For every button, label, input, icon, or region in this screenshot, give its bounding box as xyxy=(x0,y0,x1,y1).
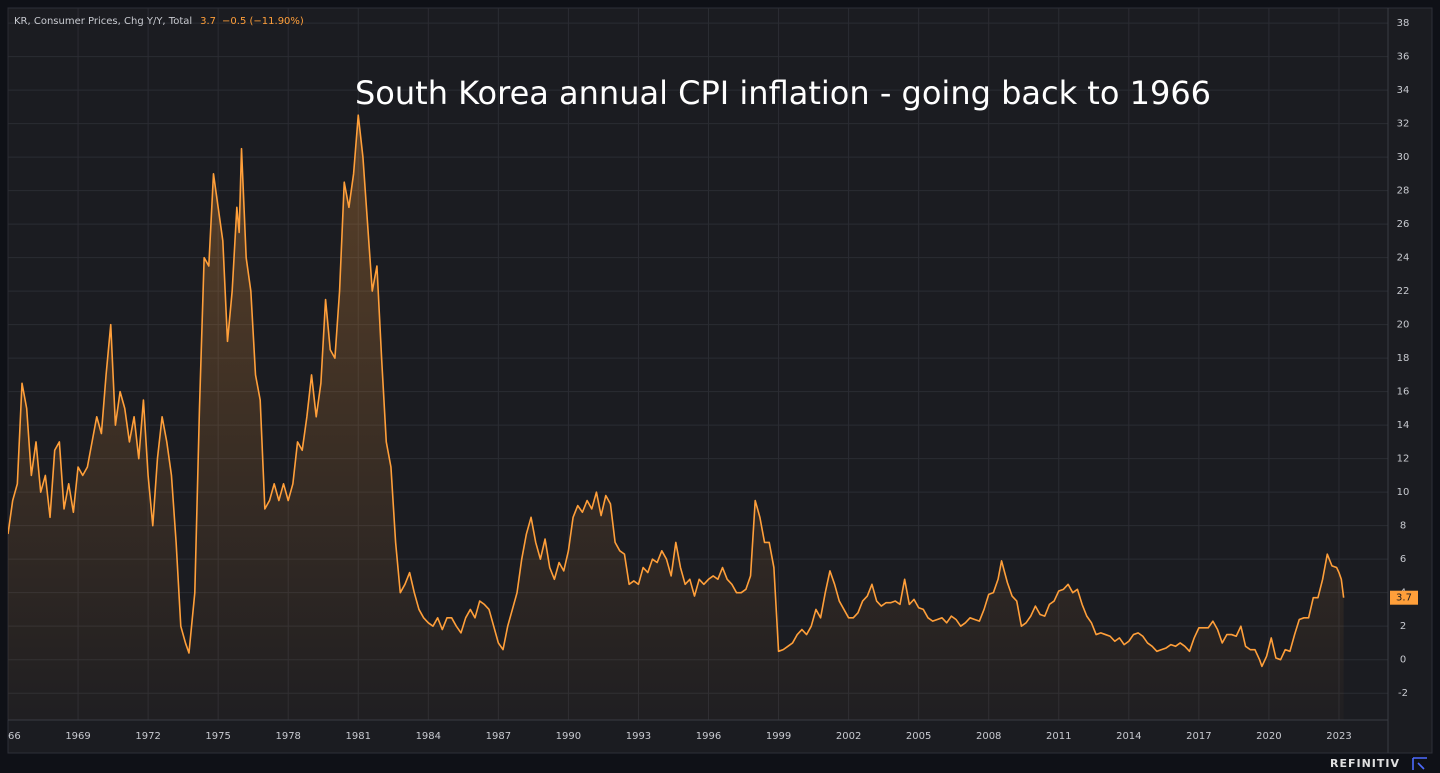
y-tick-label: 18 xyxy=(1397,353,1410,364)
line xyxy=(8,114,1345,668)
y-tick-label: 26 xyxy=(1397,219,1410,230)
y-tick-label: 32 xyxy=(1397,119,1410,130)
y-tick-label: 2 xyxy=(1400,621,1406,632)
x-tick-label: 1984 xyxy=(416,731,441,742)
y-tick-label: 16 xyxy=(1397,387,1410,398)
x-tick-label: 1966 xyxy=(0,731,21,742)
x-tick-label: 1972 xyxy=(135,731,160,742)
x-tick-label: 1978 xyxy=(275,731,300,742)
x-tick-label: 1987 xyxy=(486,731,511,742)
last-value-tag xyxy=(1390,590,1418,605)
y-tick-label: 12 xyxy=(1397,454,1410,465)
change: −0.5 (−11.90%) xyxy=(222,16,304,27)
y-tick-label: 30 xyxy=(1397,152,1410,163)
chart-title: South Korea annual CPI inflation - going… xyxy=(355,74,1211,112)
x-tick-label: 2023 xyxy=(1326,731,1351,742)
x-tick-label: 1975 xyxy=(205,731,230,742)
x-axis: 1966 1969 1972 1975 1978 1981 1984 1987 1990 1993… xyxy=(0,731,1352,742)
x-tick-label: 2002 xyxy=(836,731,861,742)
y-tick-label: 6 xyxy=(1400,554,1406,565)
x-tick-label: 2005 xyxy=(906,731,931,742)
x-tick-label: 1981 xyxy=(346,731,371,742)
y-tick-label: 34 xyxy=(1397,85,1410,96)
last-value-label: 3.7 xyxy=(1396,593,1412,604)
legend-label: KR, Consumer Prices, Chg Y/Y, Total 3.7 −0… xyxy=(14,16,304,27)
y-tick-label: 0 xyxy=(1400,655,1406,666)
x-tick-label: 1999 xyxy=(766,731,791,742)
y-tick-label: 36 xyxy=(1397,52,1410,63)
area-fill xyxy=(8,115,1344,720)
x-tick-label: 2017 xyxy=(1186,731,1211,742)
y-tick-label: 20 xyxy=(1397,320,1410,331)
y-tick-label: 10 xyxy=(1397,487,1410,498)
x-tick-label: 1996 xyxy=(696,731,721,742)
x-tick-label: 2020 xyxy=(1256,731,1281,742)
y-tick-label: -2 xyxy=(1398,688,1408,699)
y-tick-label: 38 xyxy=(1397,18,1410,29)
footer-brand: REFINITIV xyxy=(1330,757,1400,770)
x-tick-label: 2014 xyxy=(1116,731,1141,742)
x-tick-label: 1993 xyxy=(626,731,651,742)
plot xyxy=(8,114,1345,720)
x-tick-label: 2008 xyxy=(976,731,1001,742)
y-axis: -2024681012141618202224262830323436383.7 xyxy=(1390,18,1418,699)
x-tick-label: 1969 xyxy=(65,731,90,742)
y-tick-label: 22 xyxy=(1397,286,1410,297)
last-value: 3.7 xyxy=(200,16,216,27)
y-tick-label: 8 xyxy=(1400,521,1406,532)
y-tick-label: 14 xyxy=(1397,420,1410,431)
x-tick-label: 1990 xyxy=(556,731,581,742)
series-name: KR, Consumer Prices, Chg Y/Y, Total xyxy=(14,16,192,27)
x-tick-label: 2011 xyxy=(1046,731,1071,742)
y-tick-label: 28 xyxy=(1397,186,1410,197)
y-tick-label: 24 xyxy=(1397,253,1410,264)
brand-icon xyxy=(1412,757,1427,770)
